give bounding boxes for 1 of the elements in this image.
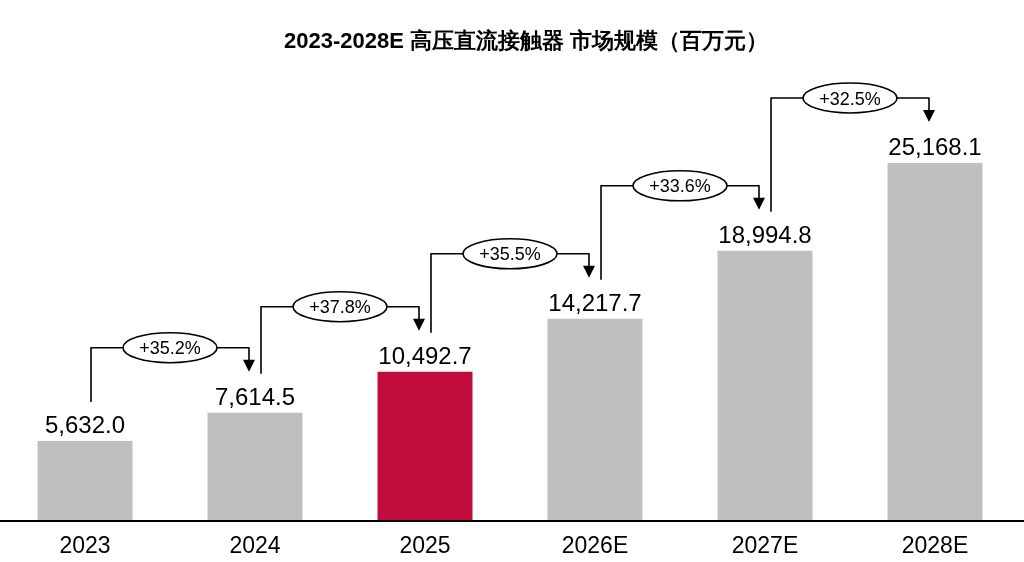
title: 2023-2028E 高压直流接触器 市场规模（百万元）: [283, 28, 769, 53]
